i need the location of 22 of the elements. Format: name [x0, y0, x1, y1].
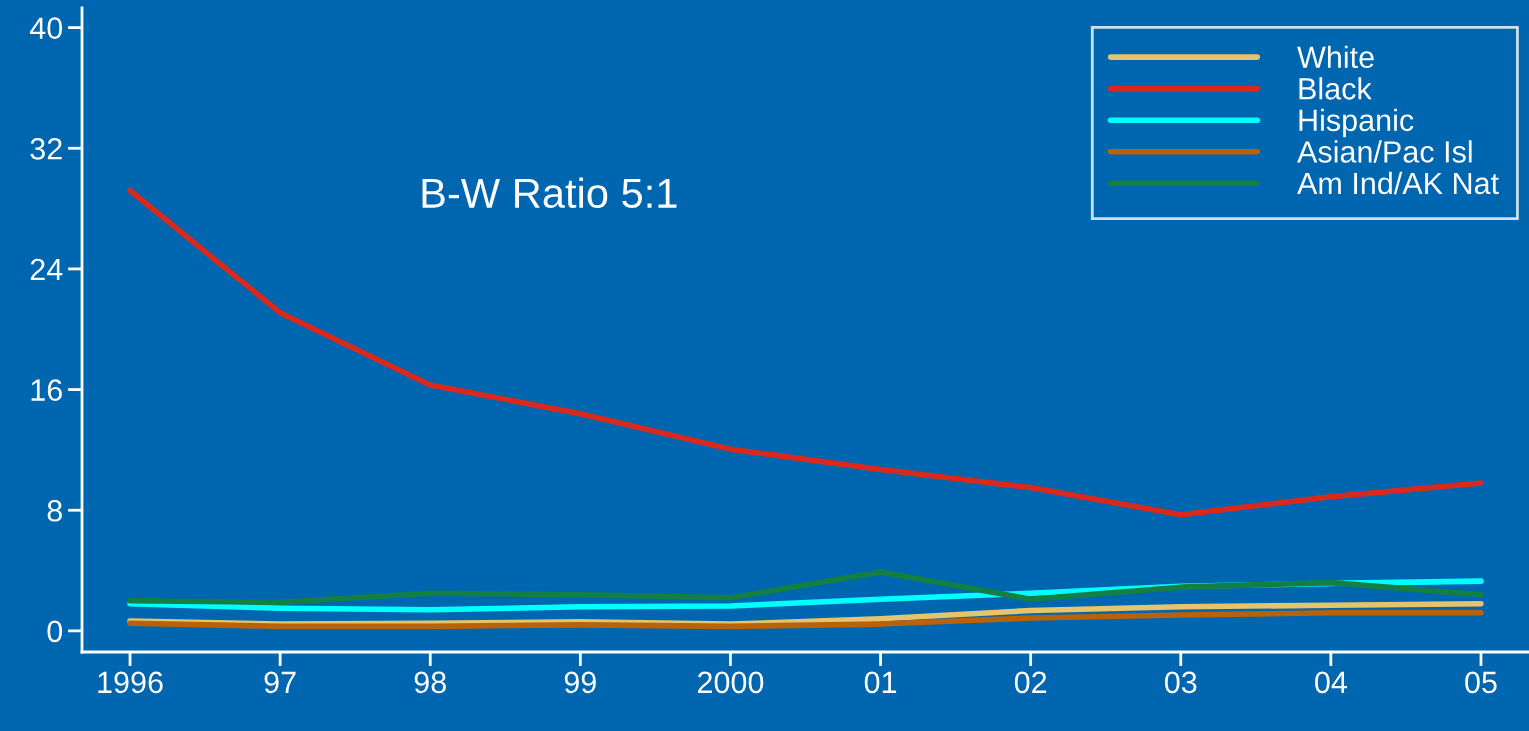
annotation: B-W Ratio 5:1 — [422, 177, 677, 209]
y-tick-label: 24 — [30, 258, 63, 280]
y-tick-label: 0 — [47, 620, 63, 643]
x-tick-label: 02 — [1014, 671, 1047, 694]
x-tick-label: 2000 — [698, 671, 764, 694]
x-tick-label: 97 — [264, 671, 296, 694]
x-tick-label: 99 — [564, 671, 596, 694]
x-tick-label: 1996 — [98, 671, 163, 694]
y-tick-label: 40 — [29, 17, 63, 39]
legend-label: Black — [1299, 77, 1372, 100]
x-tick-label: 04 — [1315, 671, 1347, 694]
y-tick-label: 16 — [31, 379, 62, 401]
x-tick-label: 05 — [1465, 671, 1497, 694]
x-tick-label: 98 — [414, 671, 446, 694]
y-tick-label: 8 — [47, 499, 62, 522]
x-tick-label: 01 — [864, 671, 897, 694]
legend-label: White — [1297, 45, 1374, 69]
legend-label: Hispanic — [1299, 108, 1414, 138]
x-tick-label: 03 — [1164, 671, 1197, 694]
y-tick-label: 32 — [30, 138, 62, 160]
legend-label: Asian/Pac Isl — [1297, 140, 1472, 163]
legend-label: Am Ind/AK Nat — [1297, 171, 1499, 195]
